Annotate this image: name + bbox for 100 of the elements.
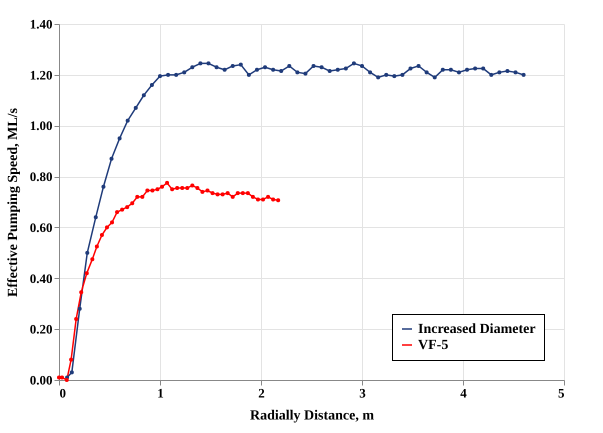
point — [125, 205, 130, 210]
point — [287, 64, 292, 68]
point — [60, 375, 64, 380]
point — [246, 72, 251, 77]
x-tick-label: 3 — [359, 386, 366, 400]
point — [135, 194, 140, 199]
y-tick-label: 1.40 — [30, 16, 52, 32]
point — [104, 225, 109, 230]
point — [254, 68, 259, 72]
point — [250, 194, 255, 199]
point — [140, 194, 144, 199]
point — [120, 208, 124, 212]
point — [110, 220, 114, 224]
legend-label: VF-5 — [418, 338, 448, 353]
point — [79, 290, 84, 294]
point — [205, 188, 210, 193]
point — [69, 358, 74, 362]
point — [110, 156, 114, 161]
point — [261, 197, 266, 202]
y-tick-label: 1.00 — [30, 118, 52, 134]
point — [100, 233, 104, 238]
point — [303, 72, 308, 76]
point — [130, 201, 134, 206]
point — [238, 62, 243, 67]
point — [166, 72, 170, 77]
point — [185, 186, 190, 190]
point — [328, 69, 332, 74]
point — [266, 194, 270, 199]
point — [165, 180, 170, 185]
y-tick-label: 0.80 — [30, 169, 52, 184]
x-tick-label: 2 — [258, 386, 265, 400]
point — [84, 271, 89, 276]
point — [70, 370, 74, 374]
point — [416, 64, 421, 68]
point — [240, 191, 245, 196]
point — [222, 68, 227, 72]
point — [190, 65, 194, 70]
y-tick-label: 0.40 — [30, 270, 52, 286]
point — [198, 61, 202, 66]
point — [295, 70, 300, 74]
point — [155, 187, 160, 192]
point — [271, 68, 276, 72]
x-tick-label: 0 — [60, 386, 66, 400]
x-axis-title: Radially Distance, m — [250, 408, 374, 424]
point — [489, 72, 494, 77]
point — [320, 65, 324, 70]
y-tick-label: 0.00 — [30, 372, 52, 388]
point — [180, 186, 184, 190]
point — [101, 184, 106, 189]
point — [236, 191, 240, 196]
point — [230, 64, 235, 68]
point — [85, 250, 90, 255]
point — [448, 68, 453, 72]
point — [246, 191, 250, 196]
point — [440, 68, 445, 72]
point — [206, 61, 210, 66]
point — [78, 306, 82, 311]
point — [134, 106, 138, 110]
x-tick-label: 5 — [558, 386, 565, 400]
point — [456, 70, 461, 74]
point — [214, 65, 219, 70]
point — [505, 69, 510, 74]
point — [263, 65, 268, 70]
point — [481, 66, 486, 70]
point — [360, 64, 364, 68]
y-tick-label: 1.20 — [30, 67, 52, 82]
point — [465, 68, 470, 72]
point — [344, 66, 348, 70]
point — [210, 191, 215, 196]
y-tick-label: 0.20 — [30, 322, 52, 337]
point — [64, 378, 69, 382]
point — [170, 187, 174, 192]
point — [226, 191, 230, 196]
point — [200, 190, 204, 194]
point — [384, 72, 388, 77]
point — [150, 83, 154, 88]
point — [94, 215, 98, 220]
point — [145, 188, 150, 193]
point — [126, 118, 130, 123]
point — [336, 68, 340, 72]
legend-label: Increased Diameter — [418, 322, 536, 337]
point — [150, 188, 154, 193]
point — [473, 66, 478, 70]
point — [376, 75, 380, 80]
point — [230, 194, 235, 199]
point — [118, 136, 122, 140]
point — [94, 244, 99, 248]
y-tick-label: 0.60 — [30, 220, 52, 235]
point — [175, 186, 180, 190]
point — [279, 69, 284, 74]
point — [408, 66, 412, 70]
point — [174, 72, 178, 77]
point — [522, 72, 526, 77]
x-tick-label: 1 — [157, 386, 164, 400]
y-axis-title: Effective Pumping Speed, ML/s — [6, 107, 21, 297]
point — [392, 74, 396, 78]
point — [432, 75, 437, 80]
point — [142, 93, 146, 98]
point — [352, 61, 356, 66]
point — [115, 210, 120, 214]
